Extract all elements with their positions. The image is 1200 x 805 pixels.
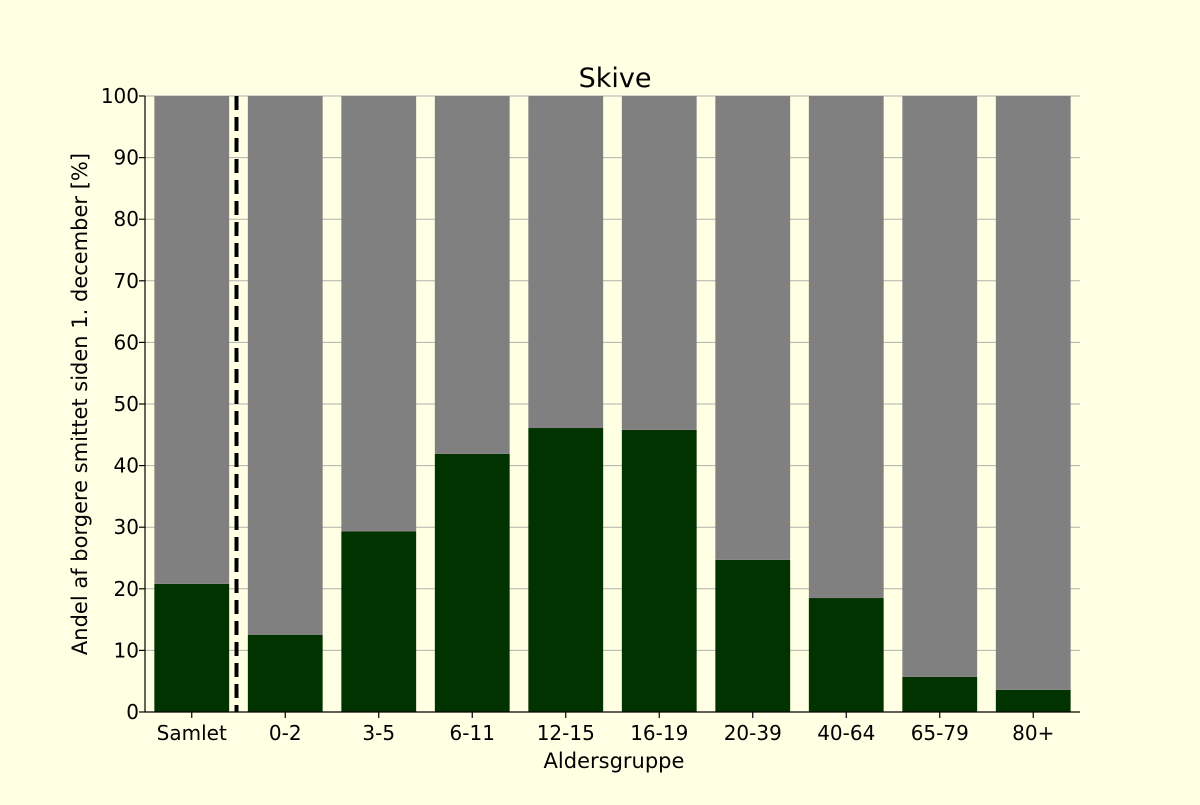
axes bbox=[139, 95, 1080, 718]
x-tick-label: 20-39 bbox=[724, 721, 782, 745]
bar-80+-infected bbox=[995, 689, 1071, 712]
y-tick-label: 10 bbox=[114, 638, 139, 662]
bar-40-64-infected bbox=[808, 598, 884, 712]
bar-0-2-remaining bbox=[247, 96, 323, 635]
bar-20-39-infected bbox=[715, 559, 791, 712]
bars bbox=[154, 96, 1071, 712]
bar-65-79-remaining bbox=[902, 96, 978, 677]
bar-16-19-infected bbox=[621, 429, 697, 712]
bar-80+-remaining bbox=[995, 96, 1071, 690]
x-tick-label: 65-79 bbox=[911, 721, 969, 745]
bar-3-5-infected bbox=[341, 531, 417, 712]
chart-title: Skive bbox=[579, 63, 652, 94]
bar-Samlet-infected bbox=[154, 583, 230, 712]
bar-0-2-infected bbox=[247, 635, 323, 712]
bar-3-5-remaining bbox=[341, 96, 417, 532]
x-tick-label: 0-2 bbox=[269, 721, 302, 745]
y-tick-labels: 0 10 20 30 40 50 60 70 80 90 100 bbox=[101, 84, 139, 724]
y-tick-label: 40 bbox=[114, 454, 139, 478]
bar-20-39-remaining bbox=[715, 96, 791, 560]
bar-65-79-infected bbox=[902, 676, 978, 712]
bar-6-11-remaining bbox=[434, 96, 510, 454]
x-tick-labels: Samlet 0-2 3-5 6-11 12-15 16-19 20-39 40-64 65-7… bbox=[157, 721, 1055, 745]
y-tick-label: 50 bbox=[114, 392, 139, 416]
bar-12-15-remaining bbox=[528, 96, 604, 429]
x-axis-label: Aldersgruppe bbox=[544, 749, 685, 773]
x-tick-label: 40-64 bbox=[817, 721, 875, 745]
y-tick-label: 60 bbox=[114, 330, 139, 354]
y-tick-label: 70 bbox=[114, 269, 139, 293]
bar-12-15-infected bbox=[528, 428, 604, 712]
y-tick-label: 100 bbox=[101, 84, 139, 108]
y-axis-label: Andel af borgere smittet siden 1. decemb… bbox=[68, 153, 92, 655]
x-tick-label: Samlet bbox=[157, 721, 227, 745]
x-tick-label: 12-15 bbox=[537, 721, 595, 745]
y-tick-label: 0 bbox=[126, 700, 139, 724]
x-tick-label: 16-19 bbox=[630, 721, 688, 745]
x-tick-label: 3-5 bbox=[362, 721, 395, 745]
y-tick-label: 90 bbox=[114, 146, 139, 170]
y-tick-label: 20 bbox=[114, 577, 139, 601]
bar-16-19-remaining bbox=[621, 96, 697, 430]
y-tick-label: 30 bbox=[114, 515, 139, 539]
bar-40-64-remaining bbox=[808, 96, 884, 599]
x-tick-label: 80+ bbox=[1012, 721, 1054, 745]
bar-6-11-infected bbox=[434, 453, 510, 712]
y-tick-label: 80 bbox=[114, 207, 139, 231]
x-tick-label: 6-11 bbox=[450, 721, 495, 745]
bar-Samlet-remaining bbox=[154, 96, 230, 584]
